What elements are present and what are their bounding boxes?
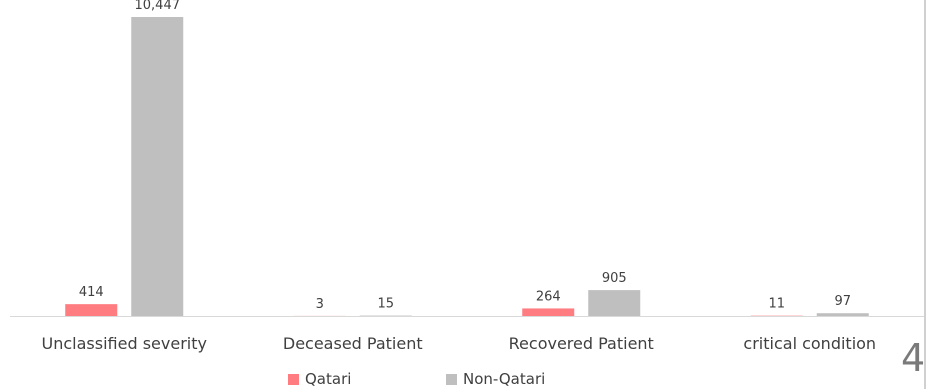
data-label-qatari-3: 11: [768, 297, 785, 312]
bar-qatari-0: [65, 304, 118, 316]
x-tick-label-3: critical condition: [743, 334, 876, 353]
x-tick-label-1: Deceased Patient: [283, 334, 423, 353]
legend-label-non-qatari: Non-Qatari: [463, 370, 546, 388]
page-number: 4: [901, 336, 926, 380]
data-label-qatari-0: 414: [79, 285, 104, 300]
bar-non-qatari-0: [131, 17, 184, 316]
data-label-non-qatari-1: 15: [377, 297, 394, 312]
legend-item-non-qatari: Non-Qatari: [446, 370, 545, 388]
bar-non-qatari-2: [588, 290, 641, 316]
legend-label-qatari: Qatari: [305, 370, 352, 388]
x-tick-label-2: Recovered Patient: [509, 334, 654, 353]
data-label-non-qatari-2: 905: [602, 271, 627, 286]
bar-qatari-2: [522, 308, 575, 316]
legend-swatch-non-qatari: [446, 373, 457, 385]
data-label-qatari-2: 264: [536, 289, 561, 304]
legend-item-qatari: Qatari: [288, 370, 351, 388]
x-tick-label-0: Unclassified severity: [42, 334, 207, 353]
data-label-qatari-1: 3: [316, 297, 324, 312]
data-label-non-qatari-0: 10,447: [135, 0, 181, 13]
bar-non-qatari-3: [816, 313, 869, 316]
legend-swatch-qatari: [288, 373, 299, 385]
slide-edge-line: [924, 0, 926, 389]
data-label-non-qatari-3: 97: [834, 294, 851, 309]
